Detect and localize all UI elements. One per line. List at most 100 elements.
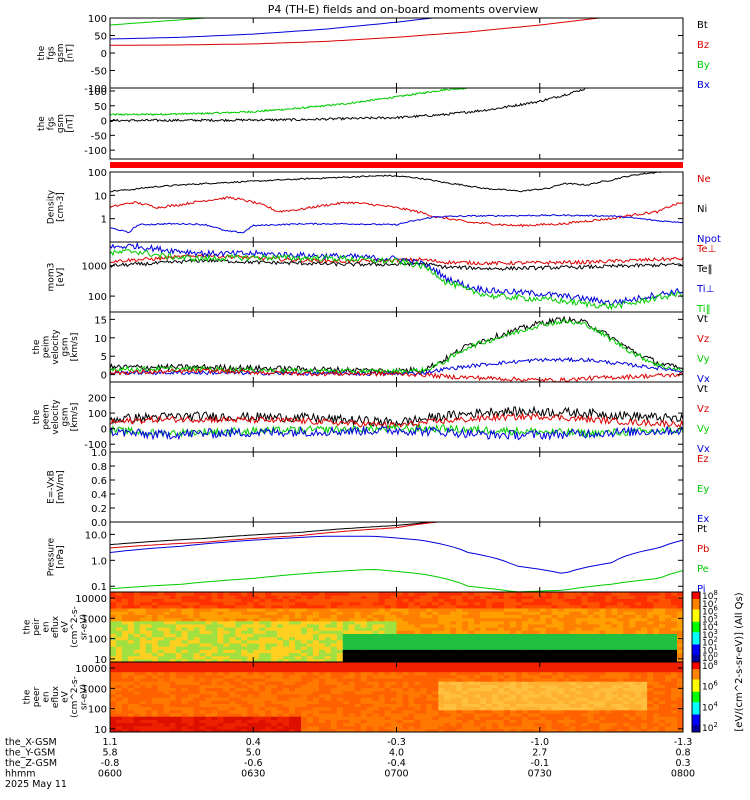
spectrogram-cell: [611, 668, 618, 673]
spectrogram-cell: [593, 668, 601, 673]
spectrogram-cell: [378, 658, 386, 662]
spectrogram-cell: [563, 642, 571, 647]
spectrogram-cell: [277, 668, 284, 673]
spectrogram-cell: [384, 693, 392, 698]
spectrogram-cell: [629, 655, 636, 660]
spectrogram-cell: [492, 712, 499, 717]
spectrogram-cell: [116, 636, 123, 641]
ephemeris-value: -0.3: [387, 737, 406, 748]
spectrogram-cell: [366, 677, 374, 682]
spectrogram-cell: [127, 703, 135, 708]
spectrogram-cell: [551, 681, 559, 685]
spectrogram-cell: [253, 693, 260, 698]
spectrogram-cell: [348, 690, 356, 695]
spectrogram-cell: [515, 712, 523, 717]
spectrogram-cell: [623, 700, 630, 704]
spectrogram-cell: [324, 598, 332, 603]
spectrogram-cell: [635, 712, 642, 717]
spectrogram-cell: [677, 623, 683, 628]
spectrogram-cell: [211, 674, 219, 679]
spectrogram-cell: [151, 604, 159, 609]
spectrogram-cell: [486, 630, 493, 634]
spectrogram-cell: [545, 636, 553, 641]
spectrogram-cell: [539, 700, 547, 704]
spectrogram-cell: [110, 671, 117, 676]
spectrogram-cell: [289, 627, 296, 631]
spectrogram-cell: [623, 607, 630, 612]
spectrogram-cell: [217, 671, 224, 676]
spectrogram-cell: [312, 658, 320, 662]
spectrogram-cell: [408, 668, 415, 673]
spectrogram-cell: [635, 601, 642, 606]
spectrogram-cell: [605, 681, 612, 685]
spectrogram-cell: [426, 601, 433, 606]
spectrogram-cell: [426, 712, 433, 717]
spectrogram-cell: [110, 716, 117, 720]
spectrogram-cell: [527, 595, 535, 599]
spectrogram-cell: [318, 639, 326, 644]
spectrogram-cell: [581, 684, 589, 689]
spectrogram-cell: [175, 687, 183, 692]
spectrogram-cell: [127, 655, 135, 660]
spectrogram-cell: [581, 630, 589, 634]
spectrogram-cell: [301, 662, 308, 666]
spectrogram-cell: [426, 668, 433, 673]
spectrogram-cell: [116, 671, 123, 676]
spectrogram-cell: [611, 611, 618, 615]
spectrogram-cell: [271, 662, 278, 666]
spectrogram-cell: [283, 658, 290, 662]
spectrogram-cell: [307, 611, 314, 615]
spectrogram-cell: [653, 646, 660, 650]
spectrogram-cell: [271, 617, 278, 622]
spectrogram-cell: [295, 611, 302, 615]
spectrogram-cell: [318, 607, 326, 612]
spectrogram-cell: [277, 681, 284, 685]
spectrogram-cell: [617, 595, 624, 599]
spectrogram-cell: [623, 712, 630, 717]
spectrogram-cell: [647, 665, 654, 669]
colorbar-cell: [692, 602, 700, 605]
spectrogram-cell: [659, 607, 666, 612]
spectrogram-cell: [438, 646, 445, 650]
spectrogram-cell: [474, 665, 481, 669]
y-axis-label: eflux: [51, 615, 61, 638]
spectrogram-cell: [426, 642, 433, 647]
spectrogram-cell: [653, 633, 660, 638]
spectrogram-cell: [390, 674, 398, 679]
spectrogram-cell: [527, 703, 535, 708]
spectrogram-cell: [121, 725, 129, 730]
spectrogram-cell: [163, 627, 171, 631]
spectrogram-cell: [318, 712, 326, 717]
spectrogram-cell: [533, 646, 541, 650]
colorbar-cell: [692, 597, 700, 600]
spectrogram-cell: [247, 630, 254, 634]
spectrogram-cell: [360, 604, 368, 609]
spectrogram-cell: [384, 681, 392, 685]
spectrogram-cell: [354, 592, 362, 596]
spectrogram-cell: [247, 703, 254, 708]
spectrogram-cell: [450, 709, 457, 714]
spectrogram-cell: [671, 728, 678, 732]
spectrogram-cell: [265, 674, 272, 679]
y-axis-label: eflux: [51, 685, 61, 708]
spectrogram-cell: [641, 655, 648, 660]
spectrogram-cell: [241, 636, 248, 641]
spectrogram-cell: [605, 611, 612, 615]
spectrogram-cell: [659, 649, 666, 654]
spectrogram-cell: [396, 725, 404, 730]
spectrogram-cell: [599, 639, 606, 644]
spectrogram-cell: [414, 614, 421, 619]
ephemeris-value: 4.0: [389, 748, 404, 759]
spectrogram-cell: [402, 728, 410, 732]
spectrogram-cell: [139, 633, 147, 638]
spectrogram-cell: [515, 592, 523, 596]
spectrogram-cell: [354, 712, 362, 717]
spectrogram-cell: [199, 652, 207, 657]
spectrogram-cell: [366, 633, 374, 638]
spectrogram-cell: [348, 681, 356, 685]
panel-frame: [109, 87, 684, 160]
spectrogram-cell: [342, 684, 350, 689]
spectrogram-cell: [486, 598, 493, 603]
spectrogram-cell: [515, 665, 523, 669]
spectrogram-cell: [116, 598, 123, 603]
